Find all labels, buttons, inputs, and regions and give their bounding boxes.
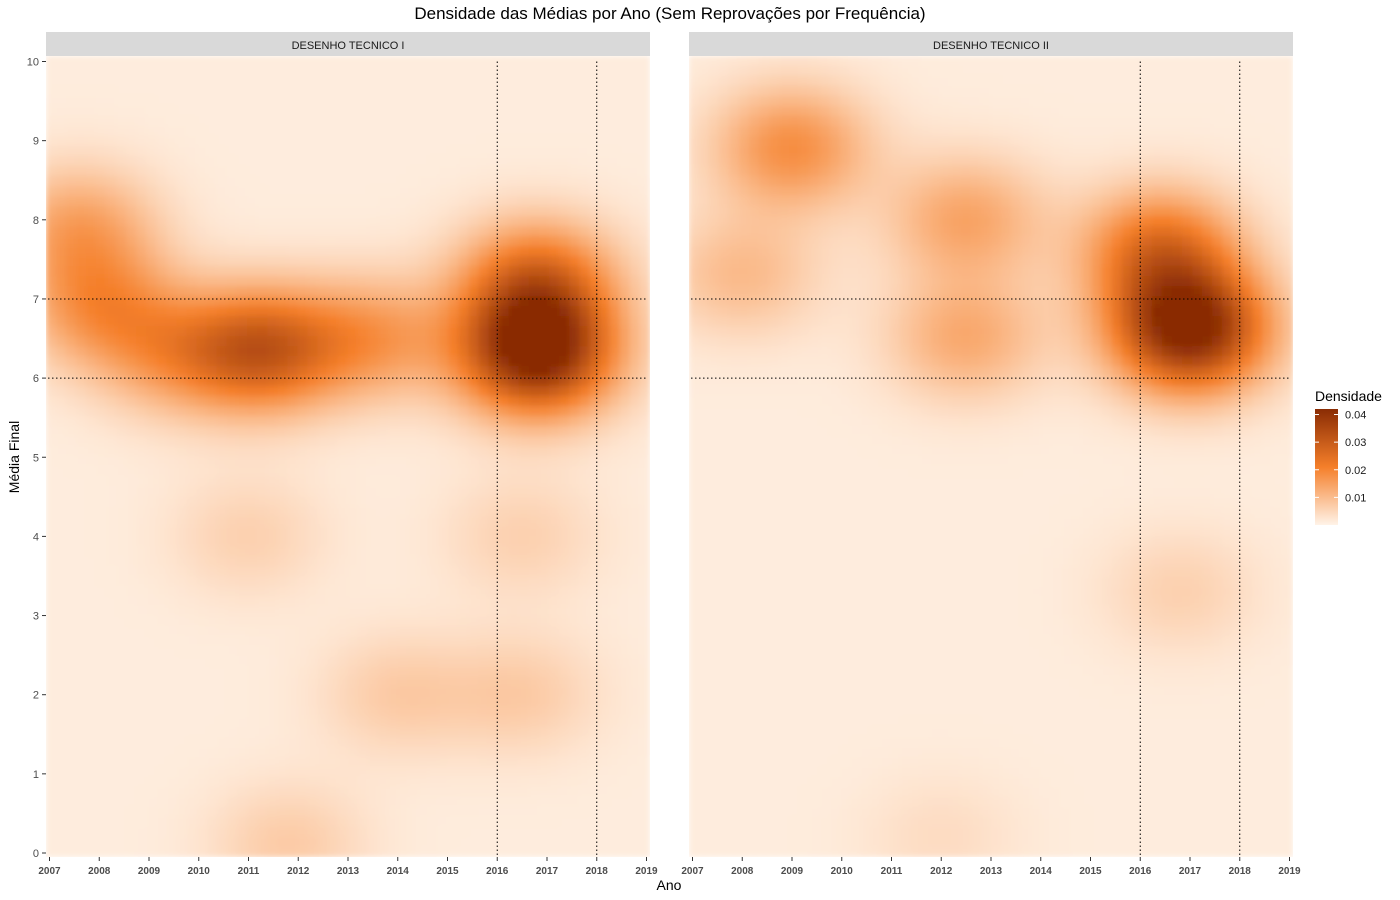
y-tick-label: 0 (33, 848, 39, 860)
x-tick-label: 2011 (238, 866, 260, 877)
x-tick-label: 2009 (138, 866, 161, 877)
x-tick-label: 2019 (1278, 866, 1301, 877)
y-tick-label: 4 (33, 531, 39, 543)
x-tick-label: 2013 (337, 866, 360, 877)
y-tick-label: 3 (33, 611, 39, 623)
panel-strip (46, 32, 650, 56)
density-raster (689, 56, 1293, 857)
x-tick-label: 2014 (387, 866, 410, 877)
legend-tick-label: 0.02 (1345, 465, 1366, 477)
x-tick-label: 2008 (731, 866, 754, 877)
x-tick-label: 2009 (781, 866, 804, 877)
y-tick-label: 7 (33, 294, 39, 306)
panel-strip (689, 32, 1293, 56)
y-tick-label: 8 (33, 215, 39, 227)
x-axis-title: Ano (657, 877, 682, 893)
x-tick-label: 2017 (1179, 866, 1202, 877)
y-tick-label: 1 (33, 769, 39, 781)
panel-strip-label: DESENHO TECNICO II (933, 40, 1049, 52)
x-tick-label: 2016 (1129, 866, 1152, 877)
legend-title: Densidade (1315, 388, 1382, 404)
panel-strip-label: DESENHO TECNICO I (292, 40, 405, 52)
legend: Densidade 0.01 0.02 0.03 0.04 (1315, 388, 1382, 525)
x-tick-label: 2011 (881, 866, 903, 877)
legend-tick-label: 0.04 (1345, 410, 1366, 422)
x-tick-label: 2019 (635, 866, 658, 877)
x-tick-label: 2018 (1229, 866, 1252, 877)
x-tick-label: 2012 (930, 866, 953, 877)
y-axis-title: Média Final (6, 421, 22, 493)
x-tick-label: 2010 (831, 866, 854, 877)
panel-2: DESENHO TECNICO II 2007 2008 2009 2010 2011 20… (681, 32, 1301, 877)
x-tick-label: 2010 (188, 866, 211, 877)
x-tick-label: 2007 (681, 866, 704, 877)
x-tick-label: 2007 (38, 866, 61, 877)
density-raster (46, 56, 650, 857)
x-tick-label: 2012 (287, 866, 310, 877)
y-tick-label: 10 (27, 57, 39, 69)
y-tick-label: 2 (33, 690, 39, 702)
x-tick-label: 2016 (486, 866, 509, 877)
legend-tick-label: 0.01 (1345, 492, 1366, 504)
legend-colorbar (1315, 409, 1338, 525)
x-tick-label: 2015 (436, 866, 459, 877)
x-tick-label: 2014 (1030, 866, 1053, 877)
x-tick-label: 2013 (980, 866, 1003, 877)
x-tick-label: 2017 (536, 866, 559, 877)
y-tick-label: 6 (33, 373, 39, 385)
y-tick-label: 9 (33, 136, 39, 148)
x-tick-label: 2015 (1079, 866, 1102, 877)
x-tick-label: 2008 (88, 866, 111, 877)
chart-title: Densidade das Médias por Ano (Sem Reprov… (414, 4, 926, 23)
y-tick-label: 5 (33, 452, 39, 464)
legend-tick-label: 0.03 (1345, 437, 1366, 449)
x-tick-label: 2018 (586, 866, 609, 877)
